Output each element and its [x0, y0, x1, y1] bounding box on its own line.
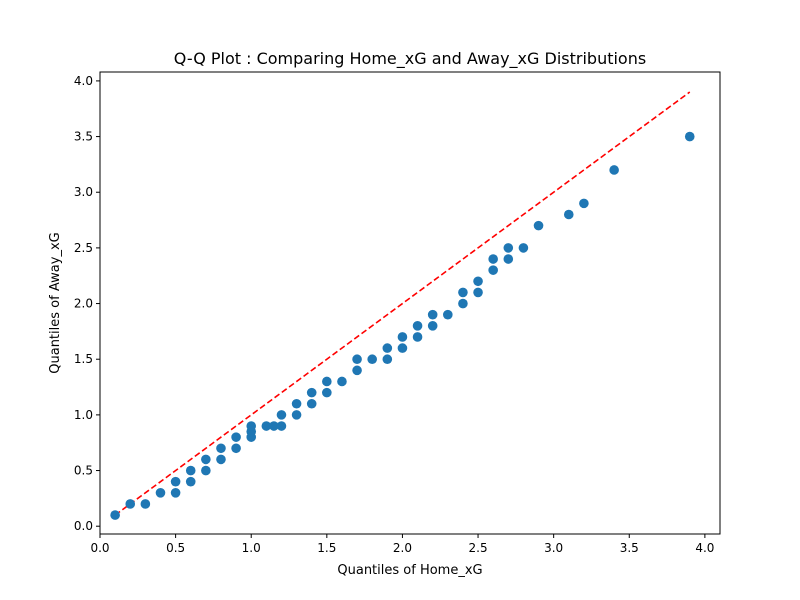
- data-point: [246, 421, 257, 431]
- data-point: [382, 343, 393, 353]
- data-point: [458, 298, 468, 309]
- data-point: [397, 332, 408, 342]
- data-point: [412, 321, 423, 331]
- y-tick-label: 2.5: [74, 241, 93, 255]
- data-point: [382, 354, 393, 365]
- data-point: [503, 254, 514, 264]
- y-tick-label: 0.0: [74, 519, 93, 533]
- y-axis-label: Quantiles of Away_xG: [48, 232, 63, 374]
- data-point: [185, 465, 196, 476]
- y-tick-label: 3.5: [74, 130, 93, 144]
- y-tick-label: 2.0: [74, 297, 93, 311]
- x-tick-label: 2.0: [393, 541, 412, 555]
- data-point: [276, 410, 287, 420]
- x-tick-label: 0.5: [166, 541, 185, 555]
- y-tick-label: 4.0: [74, 74, 93, 88]
- data-point: [306, 398, 317, 409]
- data-point: [684, 131, 695, 142]
- x-tick-label: 2.5: [469, 541, 488, 555]
- data-point: [276, 421, 287, 431]
- chart-title: Q-Q Plot : Comparing Home_xG and Away_xG…: [174, 49, 646, 69]
- data-point: [261, 421, 272, 431]
- data-point: [533, 220, 544, 231]
- data-point: [352, 365, 362, 376]
- data-point: [367, 354, 377, 365]
- data-point: [473, 287, 483, 298]
- y-tick-label: 0.5: [74, 464, 93, 478]
- x-axis-label: Quantiles of Home_xG: [337, 563, 482, 578]
- data-point: [291, 398, 302, 409]
- data-point: [216, 454, 226, 465]
- data-point: [337, 376, 347, 387]
- data-point: [291, 410, 302, 420]
- data-point: [458, 287, 468, 298]
- data-point: [518, 243, 529, 253]
- x-tick-label: 3.0: [544, 541, 563, 555]
- plot-area: [110, 91, 695, 520]
- data-point: [488, 254, 498, 264]
- y-tick-label: 1.5: [74, 352, 93, 366]
- data-point: [170, 476, 181, 487]
- data-point: [201, 454, 211, 465]
- data-point: [352, 354, 362, 365]
- data-point: [609, 165, 619, 175]
- data-point: [185, 476, 196, 487]
- x-tick-label: 1.0: [242, 541, 261, 555]
- data-point: [397, 343, 408, 353]
- x-tick-label: 0.0: [90, 541, 109, 555]
- y-axis: 0.0 0.5 1.0 1.5 2.0 2.5 3.0 3.5 4.0: [74, 74, 100, 533]
- data-point: [563, 209, 574, 220]
- data-point: [503, 243, 514, 253]
- x-tick-label: 1.5: [317, 541, 336, 555]
- data-point: [231, 443, 241, 454]
- x-tick-label: 3.5: [620, 541, 639, 555]
- data-point: [201, 465, 211, 476]
- y-tick-label: 1.0: [74, 408, 93, 422]
- data-point: [427, 321, 438, 331]
- data-point: [473, 276, 483, 287]
- data-point: [322, 387, 332, 398]
- data-point: [412, 332, 423, 342]
- data-point: [269, 421, 279, 431]
- data-point: [443, 309, 453, 320]
- data-point: [140, 499, 151, 509]
- data-point: [155, 488, 166, 498]
- reference-line: [114, 91, 691, 516]
- data-point: [579, 198, 589, 209]
- x-tick-label: 4.0: [695, 541, 714, 555]
- data-point: [231, 432, 241, 442]
- data-point: [216, 443, 226, 454]
- data-point: [110, 510, 120, 520]
- data-point: [322, 376, 332, 387]
- data-point: [306, 387, 317, 398]
- y-tick-label: 3.0: [74, 185, 93, 199]
- data-point: [427, 309, 438, 320]
- plot-frame: [99, 71, 721, 535]
- data-point: [488, 265, 498, 275]
- data-point: [125, 499, 136, 509]
- x-axis: 0.0 0.5 1.0 1.5 2.0 2.5 3.0 3.5 4.0: [90, 534, 714, 555]
- data-point: [170, 488, 181, 498]
